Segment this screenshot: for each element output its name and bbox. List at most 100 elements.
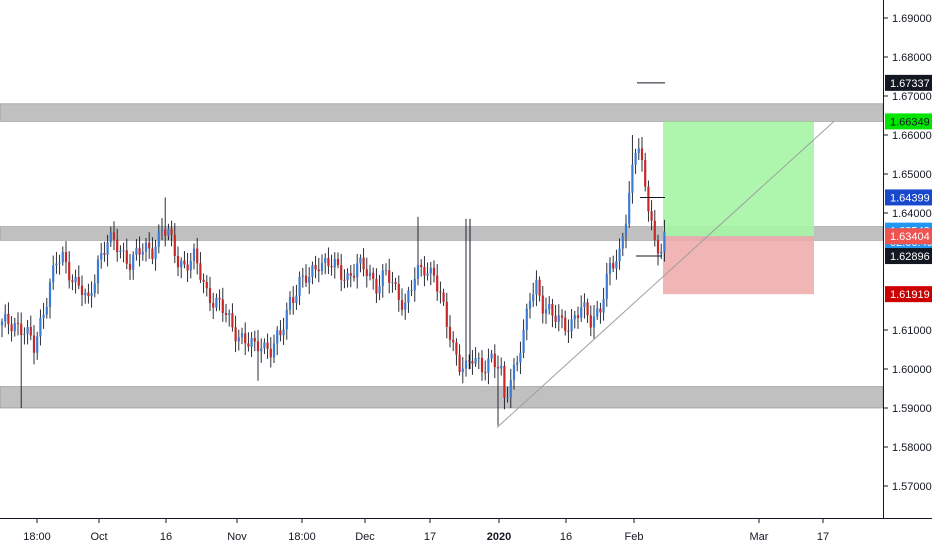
x-tick-label-4: 18:00: [288, 531, 316, 543]
price-tag-bg-0: [885, 74, 932, 91]
candle-body-128: [410, 290, 413, 292]
candle-body-107: [343, 279, 346, 281]
candle-body-28: [90, 293, 93, 297]
profit-zone[interactable]: [663, 121, 814, 237]
candle-body-166: [532, 294, 535, 302]
candle-body-164: [525, 308, 528, 330]
candle-body-154: [493, 353, 496, 368]
candle-body-100: [320, 262, 324, 272]
candle-173: [554, 304, 557, 329]
candle-186: [596, 300, 599, 320]
candle-74: [237, 329, 240, 351]
candle-body-54: [173, 234, 176, 256]
candle-185: [592, 304, 596, 339]
price-tag-bg-6: [885, 248, 932, 265]
price-tag-7: 1.61919: [885, 286, 932, 303]
candle-body-48: [154, 246, 157, 260]
candle-body-8: [26, 326, 29, 334]
loss-zone[interactable]: [663, 236, 814, 295]
candle-171: [548, 296, 551, 315]
candle-body-4: [13, 322, 16, 332]
candle-body-72: [231, 313, 234, 328]
candle-body-104: [333, 258, 336, 268]
candle-139: [445, 292, 448, 339]
candle-191: [612, 255, 615, 273]
candle-body-34: [109, 232, 112, 243]
candle-body-49: [157, 230, 160, 247]
candle-128: [410, 280, 413, 297]
candle-body-133: [426, 273, 429, 276]
candle-120: [384, 263, 388, 276]
candle-body-173: [554, 315, 557, 322]
time-axis[interactable]: 18:00 Oct 16 Nov 18:00 Dec 17 2020 16 Feb Mar 17: [23, 518, 829, 543]
candle-114: [365, 257, 368, 288]
candle-11: [36, 331, 39, 360]
candle-body-19: [61, 251, 64, 263]
candle-61: [196, 237, 199, 275]
candle-148: [474, 347, 477, 367]
candle-28: [90, 281, 93, 308]
candle-97: [311, 261, 314, 285]
candle-160: [512, 358, 516, 390]
candle-187: [599, 302, 602, 324]
candle-129: [413, 267, 416, 302]
candle-body-14: [45, 307, 48, 315]
price-tag-1: 1.66349: [885, 113, 932, 130]
candle-12: [39, 309, 42, 346]
candle-body-90: [288, 297, 292, 310]
y-tick-label-9: 1.58000: [892, 442, 932, 454]
candle-body-141: [452, 339, 455, 343]
candle-62: [199, 252, 202, 284]
candle-3: [10, 316, 13, 342]
candle-53: [170, 220, 173, 247]
candle-146: [468, 354, 471, 370]
candle-body-96: [308, 276, 311, 283]
candle-35: [112, 221, 116, 251]
candle-205: [656, 234, 660, 266]
candle-151: [484, 360, 487, 381]
candle-99: [317, 257, 320, 283]
candle-body-6: [20, 323, 23, 335]
candle-body-170: [544, 309, 548, 314]
candle-174: [557, 304, 560, 332]
candle-body-198: [634, 153, 637, 165]
y-tick-label-8: 1.59000: [892, 403, 932, 415]
y-tick-label-1: 1.68000: [892, 52, 932, 64]
candle-body-33: [106, 242, 109, 255]
price-tag-6: 1.62896: [885, 248, 932, 265]
candle-body-62: [199, 263, 202, 280]
candle-body-192: [615, 261, 618, 269]
candle-22: [71, 274, 74, 291]
candle-body-187: [599, 308, 602, 313]
candle-156: [500, 357, 503, 376]
candle-body-155: [496, 367, 500, 369]
position-layer: [663, 121, 814, 295]
candle-10: [32, 325, 36, 365]
candle-body-30: [96, 259, 100, 284]
candle-71: [228, 309, 231, 327]
candle-body-12: [39, 317, 42, 337]
candle-body-57: [183, 260, 186, 265]
candle-body-87: [279, 330, 282, 336]
candle-body-40: [128, 263, 132, 270]
candle-106: [340, 253, 343, 292]
candle-163: [522, 319, 525, 359]
candle-body-91: [292, 297, 295, 304]
price-axis[interactable]: 1.69000 1.68000 1.67000 1.66000 1.65000 1.640…: [883, 13, 932, 493]
candle-body-102: [327, 257, 330, 267]
candle-body-9: [29, 326, 32, 336]
candle-126: [404, 293, 407, 320]
candle-34: [109, 226, 112, 247]
candle-body-117: [375, 278, 378, 294]
candle-88: [282, 317, 285, 345]
candle-41: [132, 251, 135, 280]
candle-body-132: [423, 267, 426, 276]
trendline[interactable]: [496, 120, 835, 428]
candle-body-113: [362, 257, 365, 270]
candle-83: [266, 333, 269, 359]
candle-body-119: [381, 270, 384, 287]
candle-116: [372, 267, 375, 290]
candle-body-207: [663, 231, 666, 252]
candle-body-126: [404, 302, 407, 310]
